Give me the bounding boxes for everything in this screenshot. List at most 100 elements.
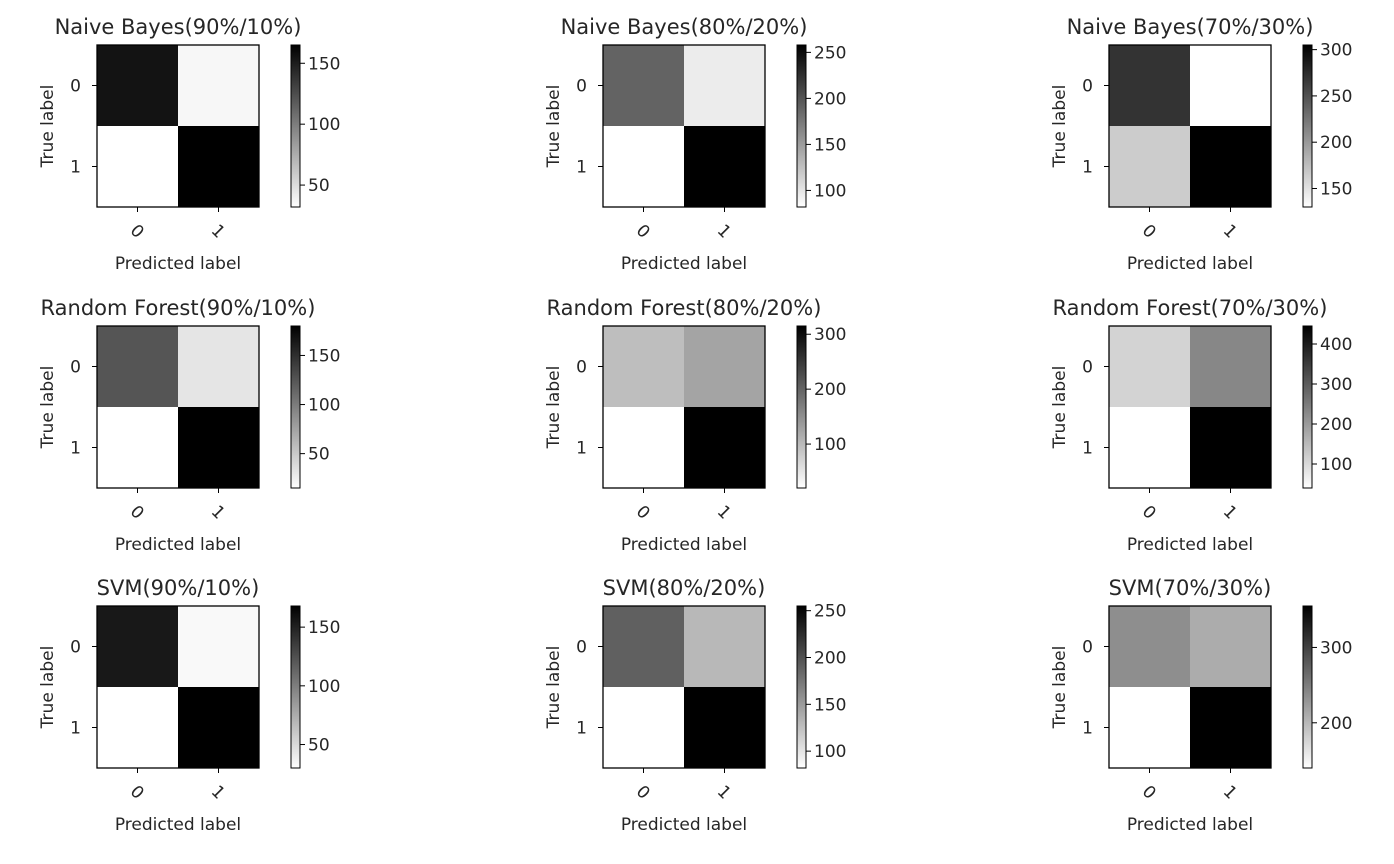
- heatmap-cell: [684, 606, 765, 687]
- y-axis-label: True label: [544, 85, 564, 169]
- colorbar-tick-label: 200: [814, 89, 846, 109]
- colorbar-tick-label: 100: [308, 115, 340, 135]
- x-tick-label: 0: [632, 502, 654, 524]
- heatmap-cell: [178, 326, 259, 407]
- heatmap-cell: [1190, 45, 1271, 126]
- y-tick-label: 0: [70, 638, 81, 658]
- axes-frame: [1108, 325, 1272, 489]
- colorbar-tick-label: 250: [1320, 87, 1352, 107]
- y-axis-label: True label: [544, 366, 564, 450]
- x-axis-label: Predicted label: [115, 535, 241, 555]
- x-tick-label: 0: [1138, 502, 1160, 524]
- heatmap-cell: [684, 326, 765, 407]
- colorbar-tick-label: 300: [1320, 638, 1352, 658]
- chart-title: Random Forest(70%/30%): [1053, 296, 1328, 320]
- confusion-matrix-panel: Naive Bayes(70%/30%) 0 1 0 1 Predicted label T…: [1050, 15, 1352, 274]
- colorbar-tick-label: 50: [308, 736, 330, 756]
- colorbar-tick-label: 200: [814, 380, 846, 400]
- x-tick-label: 1: [1219, 221, 1241, 243]
- colorbar-tick-label: 100: [814, 181, 846, 201]
- heatmap-cell: [1190, 126, 1271, 207]
- x-tick-label: 0: [126, 782, 148, 804]
- colorbar: [1302, 605, 1313, 769]
- colorbar-tick-label: 100: [308, 396, 340, 416]
- chart-title: SVM(90%/10%): [97, 576, 260, 600]
- colorbar: [1302, 325, 1313, 489]
- heatmap-cell: [1109, 126, 1190, 207]
- heatmap-cell: [97, 326, 178, 407]
- x-axis-label: Predicted label: [1127, 535, 1253, 555]
- y-tick-label: 1: [576, 439, 587, 459]
- y-tick-label: 0: [1082, 638, 1093, 658]
- y-tick-label: 0: [1082, 77, 1093, 97]
- colorbar-tick-label: 200: [1320, 133, 1352, 153]
- heatmap-cell: [1190, 687, 1271, 768]
- colorbar-tick-label: 150: [814, 135, 846, 155]
- heatmap-cell: [178, 126, 259, 207]
- chart-title: Naive Bayes(70%/30%): [1067, 15, 1314, 39]
- colorbar: [796, 325, 807, 489]
- confusion-matrix-panel: Naive Bayes(80%/20%) 0 1 0 1 Predicted label T…: [544, 15, 846, 274]
- heatmap-cell: [603, 407, 684, 488]
- x-tick-label: 1: [1219, 502, 1241, 524]
- heatmap-cell: [684, 126, 765, 207]
- heatmap-cell: [178, 606, 259, 687]
- colorbar: [796, 44, 807, 208]
- x-tick-label: 1: [713, 221, 735, 243]
- x-tick-label: 0: [1138, 221, 1160, 243]
- heatmap-cell: [684, 687, 765, 768]
- y-axis-label: True label: [38, 646, 58, 730]
- colorbar-tick-label: 100: [814, 435, 846, 455]
- y-tick-label: 1: [70, 158, 81, 178]
- x-tick-label: 1: [713, 502, 735, 524]
- heatmap-cell: [178, 407, 259, 488]
- y-tick-label: 0: [1082, 358, 1093, 378]
- confusion-matrix-panel: Random Forest(70%/30%) 0 1 0 1 Predicted labe…: [1050, 296, 1352, 555]
- y-tick-label: 1: [70, 719, 81, 739]
- colorbar-tick-label: 150: [308, 618, 340, 638]
- heatmap-cell: [97, 126, 178, 207]
- y-tick-label: 1: [576, 158, 587, 178]
- heatmap-cell: [684, 45, 765, 126]
- colorbar: [290, 605, 301, 769]
- chart-title: Naive Bayes(90%/10%): [55, 15, 302, 39]
- y-tick-label: 0: [70, 358, 81, 378]
- x-axis-label: Predicted label: [621, 535, 747, 555]
- colorbar: [796, 605, 807, 769]
- y-axis-label: True label: [1050, 366, 1070, 450]
- heatmap-cell: [1109, 407, 1190, 488]
- confusion-matrix-panel: Random Forest(80%/20%) 0 1 0 1 Predicted labe…: [544, 296, 846, 555]
- chart-title: SVM(70%/30%): [1109, 576, 1272, 600]
- x-tick-label: 1: [207, 221, 229, 243]
- y-axis-label: True label: [38, 366, 58, 450]
- heatmap-cell: [1109, 687, 1190, 768]
- heatmap-cell: [178, 687, 259, 768]
- colorbar-tick-label: 150: [1320, 179, 1352, 199]
- colorbar-tick-label: 250: [814, 602, 846, 622]
- colorbar-tick-label: 100: [308, 677, 340, 697]
- heatmap-cell: [97, 45, 178, 126]
- y-tick-label: 1: [1082, 158, 1093, 178]
- colorbar-tick-label: 300: [814, 325, 846, 345]
- x-axis-label: Predicted label: [621, 815, 747, 835]
- colorbar-tick-label: 150: [308, 54, 340, 74]
- heatmap-cell: [603, 687, 684, 768]
- colorbar-tick-label: 150: [814, 695, 846, 715]
- colorbar-tick-label: 100: [1320, 455, 1352, 475]
- x-axis-label: Predicted label: [115, 254, 241, 274]
- colorbar: [290, 325, 301, 489]
- axes-frame: [96, 605, 260, 769]
- heatmap-cell: [97, 606, 178, 687]
- y-axis-label: True label: [544, 646, 564, 730]
- colorbar: [1302, 44, 1313, 208]
- confusion-matrix-panel: SVM(70%/30%) 0 1 0 1 Predicted label True labe…: [1050, 576, 1352, 835]
- x-tick-label: 0: [126, 502, 148, 524]
- y-tick-label: 1: [70, 439, 81, 459]
- heatmap-cell: [603, 326, 684, 407]
- colorbar-tick-label: 200: [814, 649, 846, 669]
- axes-frame: [602, 325, 766, 489]
- confusion-matrix-panel: SVM(90%/10%) 0 1 0 1 Predicted label True labe…: [38, 576, 340, 835]
- axes-frame: [602, 605, 766, 769]
- colorbar-tick-label: 50: [308, 445, 330, 465]
- y-tick-label: 0: [576, 638, 587, 658]
